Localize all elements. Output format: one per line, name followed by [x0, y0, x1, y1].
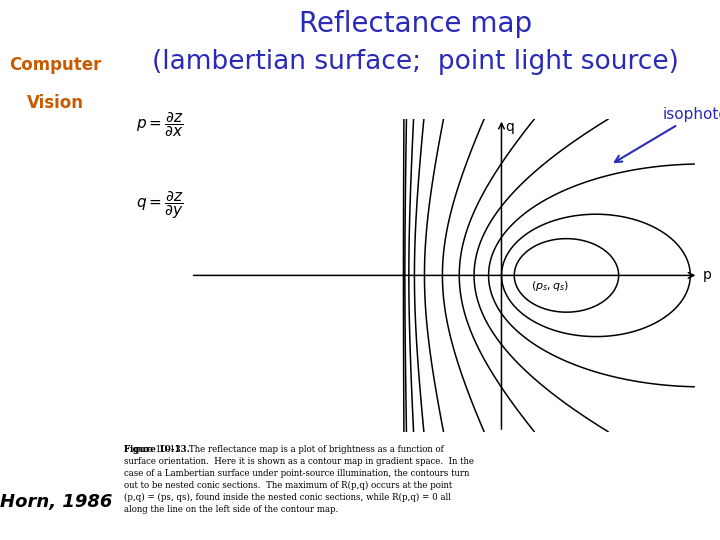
Text: (lambertian surface;  point light source): (lambertian surface; point light source)	[153, 49, 679, 75]
Text: Reflectance map: Reflectance map	[300, 10, 532, 38]
Text: p: p	[703, 268, 712, 282]
Text: $q = \dfrac{\partial z}{\partial y}$: $q = \dfrac{\partial z}{\partial y}$	[136, 190, 184, 221]
Text: isophote: isophote	[615, 107, 720, 162]
Text: Figure 10-13.  The reflectance map is a plot of brightness as a function of
surf: Figure 10-13. The reflectance map is a p…	[124, 446, 474, 514]
Text: Computer: Computer	[9, 56, 102, 74]
Text: $p = \dfrac{\partial z}{\partial x}$: $p = \dfrac{\partial z}{\partial x}$	[136, 110, 184, 139]
Text: Figure 10-13.: Figure 10-13.	[124, 446, 189, 455]
Text: q: q	[505, 120, 515, 134]
Text: Horn, 1986: Horn, 1986	[0, 493, 112, 511]
Text: Vision: Vision	[27, 93, 84, 112]
Text: $(p_s, q_s)$: $(p_s, q_s)$	[531, 279, 569, 293]
